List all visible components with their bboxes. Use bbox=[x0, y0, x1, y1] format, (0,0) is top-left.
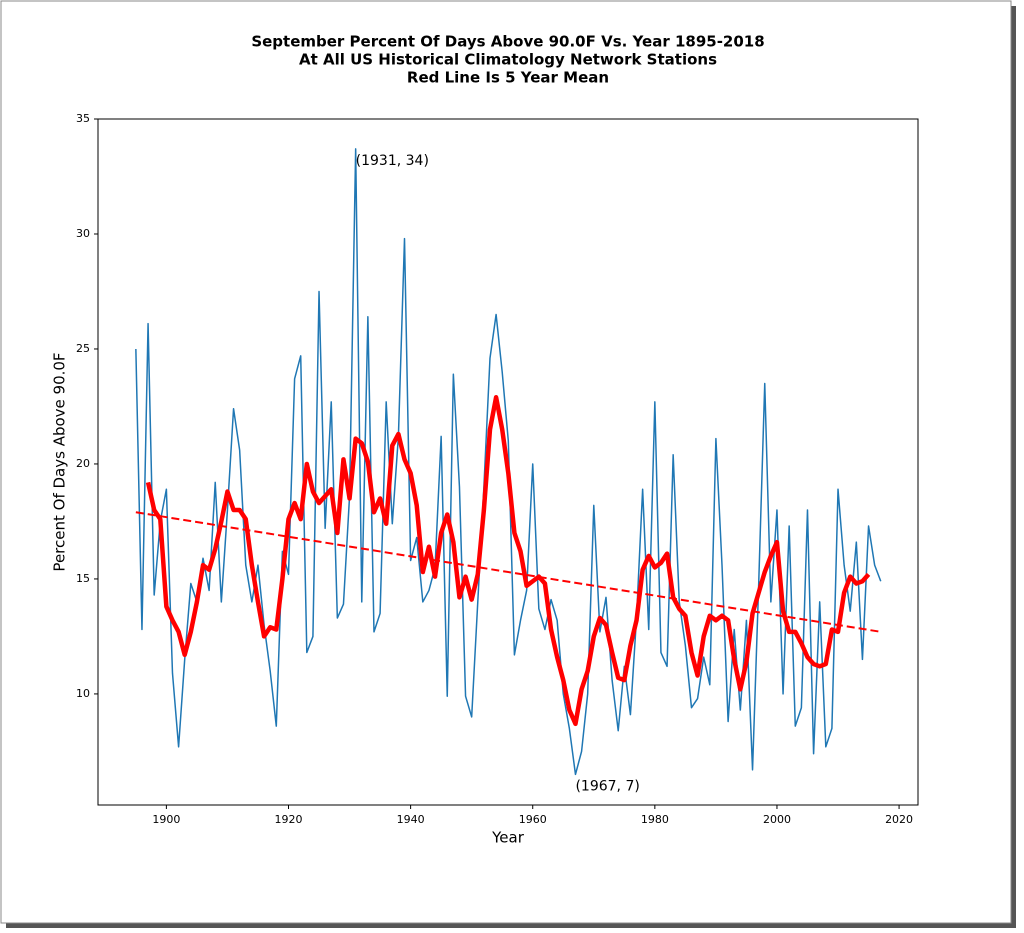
x-tick-label: 1980 bbox=[641, 813, 669, 826]
y-tick-label: 10 bbox=[76, 687, 90, 700]
series-line bbox=[135, 148, 882, 776]
annotation: (1967, 7) bbox=[575, 778, 639, 794]
x-tick-label: 1960 bbox=[519, 813, 547, 826]
x-tick-label: 2020 bbox=[885, 813, 913, 826]
x-axis-label: Year bbox=[491, 829, 525, 847]
y-tick-label: 15 bbox=[76, 572, 90, 585]
chart-title: September Percent Of Days Above 90.0F Vs… bbox=[251, 33, 764, 51]
x-tick-label: 1920 bbox=[274, 813, 302, 826]
annotation: (1931, 34) bbox=[356, 153, 429, 169]
y-axis-label: Percent Of Days Above 90.0F bbox=[51, 352, 69, 571]
y-tick-label: 35 bbox=[76, 112, 90, 125]
plot-frame bbox=[97, 118, 919, 806]
series-line bbox=[135, 511, 881, 633]
chart-title: At All US Historical Climatology Network… bbox=[299, 51, 717, 69]
y-tick-label: 25 bbox=[76, 342, 90, 355]
x-tick-label: 1940 bbox=[397, 813, 425, 826]
series-line bbox=[145, 395, 871, 727]
chart-title: Red Line Is 5 Year Mean bbox=[407, 69, 609, 87]
y-tick-label: 20 bbox=[76, 457, 90, 470]
x-tick-label: 1900 bbox=[152, 813, 180, 826]
y-tick-label: 30 bbox=[76, 227, 90, 240]
x-tick-label: 2000 bbox=[763, 813, 791, 826]
